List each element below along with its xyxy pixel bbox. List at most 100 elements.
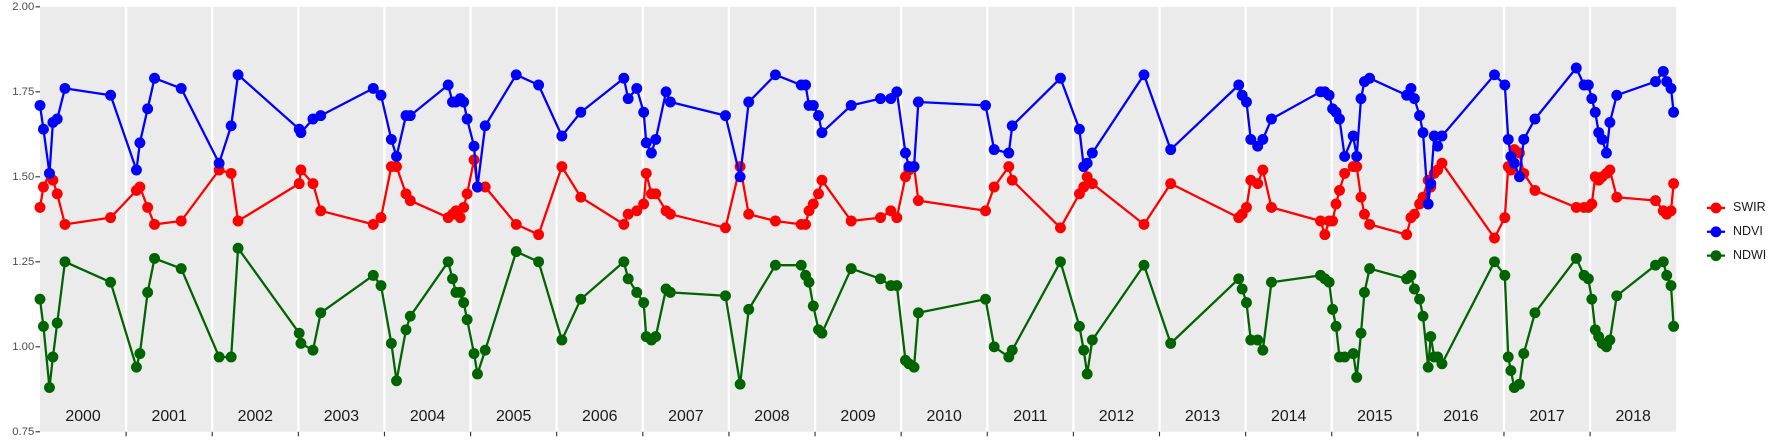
data-point: [631, 286, 643, 298]
data-point: [59, 218, 71, 230]
legend-label: NDVI: [1733, 224, 1763, 238]
data-point: [1241, 201, 1252, 213]
data-point: [1006, 120, 1018, 132]
year-label: 2012: [1099, 408, 1135, 425]
data-point: [59, 256, 71, 268]
data-point: [400, 324, 412, 336]
data-point: [533, 229, 545, 241]
data-point: [1339, 351, 1351, 363]
data-point: [142, 201, 154, 213]
data-point: [1499, 79, 1511, 91]
data-point: [631, 205, 643, 217]
data-point: [664, 286, 676, 298]
data-point: [640, 167, 652, 179]
data-point: [1425, 331, 1437, 343]
data-point: [1323, 89, 1335, 101]
data-point: [1436, 130, 1448, 142]
data-point: [307, 344, 319, 356]
data-point: [660, 86, 672, 98]
data-point: [51, 113, 63, 125]
data-point: [1408, 283, 1420, 295]
data-point: [34, 293, 46, 305]
data-point: [1138, 69, 1150, 81]
data-point: [1347, 348, 1359, 360]
data-point: [638, 297, 650, 309]
data-point: [1252, 334, 1264, 346]
data-point: [720, 110, 731, 122]
data-point: [1570, 252, 1582, 264]
data-point: [295, 164, 307, 176]
year-label: 2010: [927, 408, 963, 425]
data-point: [367, 269, 379, 281]
data-point: [1582, 79, 1594, 91]
data-point: [1589, 106, 1601, 118]
data-point: [1425, 178, 1437, 190]
data-point: [1665, 82, 1677, 94]
data-point: [510, 246, 522, 258]
data-point: [295, 337, 307, 349]
data-point: [1611, 290, 1623, 302]
data-point: [1334, 184, 1345, 196]
data-point: [769, 69, 781, 81]
data-point: [34, 201, 46, 213]
year-label: 2003: [324, 408, 360, 425]
year-label: 2007: [668, 408, 704, 425]
data-point: [980, 99, 991, 111]
data-point: [622, 93, 634, 105]
data-point: [618, 72, 630, 84]
data-point: [769, 259, 781, 271]
data-point: [1257, 164, 1269, 176]
data-point: [37, 123, 49, 135]
data-point: [800, 79, 812, 91]
data-point: [458, 297, 470, 309]
data-point: [1499, 269, 1511, 281]
data-point: [442, 79, 454, 91]
data-point: [1586, 93, 1598, 105]
data-point: [1661, 269, 1673, 281]
data-point: [1252, 178, 1264, 190]
legend-marker: [1710, 250, 1722, 262]
data-point: [34, 99, 46, 111]
data-point: [743, 303, 755, 315]
data-point: [404, 110, 416, 122]
data-point: [307, 178, 319, 190]
data-point: [367, 218, 379, 230]
data-point: [51, 317, 63, 329]
data-point: [650, 188, 662, 200]
data-point: [232, 242, 244, 254]
data-point: [640, 137, 652, 149]
data-point: [875, 93, 886, 105]
data-point: [134, 181, 146, 193]
data-point: [1003, 161, 1015, 173]
data-point: [1355, 191, 1367, 203]
data-point: [1364, 263, 1376, 275]
data-point: [1665, 205, 1677, 217]
data-point: [664, 208, 676, 220]
data-point: [800, 218, 812, 230]
data-point: [912, 195, 924, 207]
year-label: 2016: [1443, 408, 1479, 425]
data-point: [461, 188, 473, 200]
data-point: [1505, 365, 1517, 377]
data-point: [142, 103, 154, 115]
data-point: [1319, 229, 1331, 241]
data-point: [813, 188, 824, 200]
year-label: 2001: [151, 408, 187, 425]
data-point: [1489, 69, 1500, 81]
data-point: [149, 218, 160, 230]
data-point: [105, 276, 117, 288]
data-point: [1408, 93, 1420, 105]
data-point: [461, 113, 473, 125]
data-point: [315, 205, 327, 217]
data-point: [1265, 276, 1277, 288]
data-point: [908, 161, 920, 173]
data-point: [1489, 232, 1500, 244]
data-point: [1604, 334, 1616, 346]
data-point: [1339, 167, 1351, 179]
data-point: [891, 280, 903, 292]
data-point: [1604, 164, 1616, 176]
data-point: [1236, 283, 1248, 295]
data-point: [1657, 256, 1669, 268]
data-point: [1668, 320, 1680, 332]
data-point: [442, 256, 454, 268]
